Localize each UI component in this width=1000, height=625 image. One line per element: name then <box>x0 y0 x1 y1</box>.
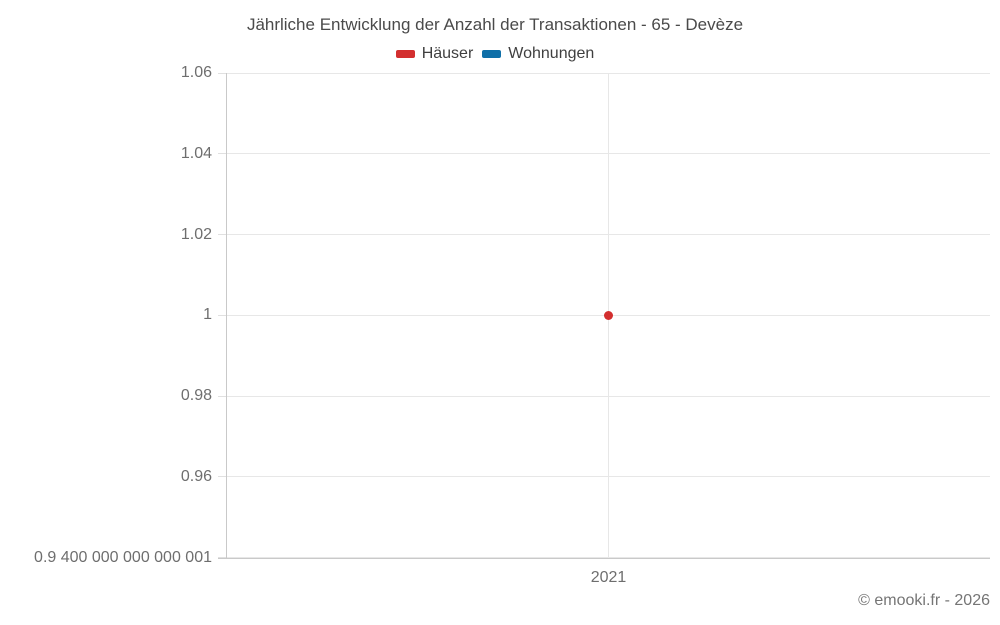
y-tick-label: 0.96 <box>180 467 212 485</box>
y-tick-label: 1.04 <box>180 144 212 162</box>
legend-label-haeuser: Häuser <box>421 45 474 62</box>
legend: Häuser Wohnungen <box>0 45 990 63</box>
legend-item-wohnungen[interactable]: Wohnungen <box>482 45 594 63</box>
y-tick-label: 1.06 <box>180 64 212 81</box>
y-tick-label: 0.98 <box>180 387 212 404</box>
chart-header: Jährliche Entwicklung der Anzahl der Tra… <box>0 0 990 63</box>
x-tick-label: 2021 <box>590 568 627 586</box>
y-tick-label: 0.9 400 000 000 000 001 <box>34 548 212 566</box>
y-axis-line <box>226 73 227 559</box>
legend-marker-haeuser-icon <box>395 50 415 58</box>
y-axis-tick <box>218 395 227 397</box>
y-axis-tick <box>218 153 227 155</box>
y-axis-tick <box>218 234 227 235</box>
legend-marker-wohnungen-icon <box>482 50 502 58</box>
legend-item-haeuser[interactable]: Häuser <box>395 45 474 63</box>
y-tick-label: 1.02 <box>180 225 212 243</box>
data-point-häuser-2021[interactable] <box>604 310 613 320</box>
x-axis-line <box>218 557 990 559</box>
copyright: © emooki.fr - 2026 <box>858 592 990 609</box>
chart-title: Jährliche Entwicklung der Anzahl der Tra… <box>246 15 744 34</box>
y-axis-tick <box>218 476 227 478</box>
y-axis-tick <box>218 314 227 316</box>
y-tick-label: 1 <box>203 306 212 324</box>
y-axis-tick <box>218 72 227 74</box>
legend-label-wohnungen: Wohnungen <box>508 45 595 62</box>
